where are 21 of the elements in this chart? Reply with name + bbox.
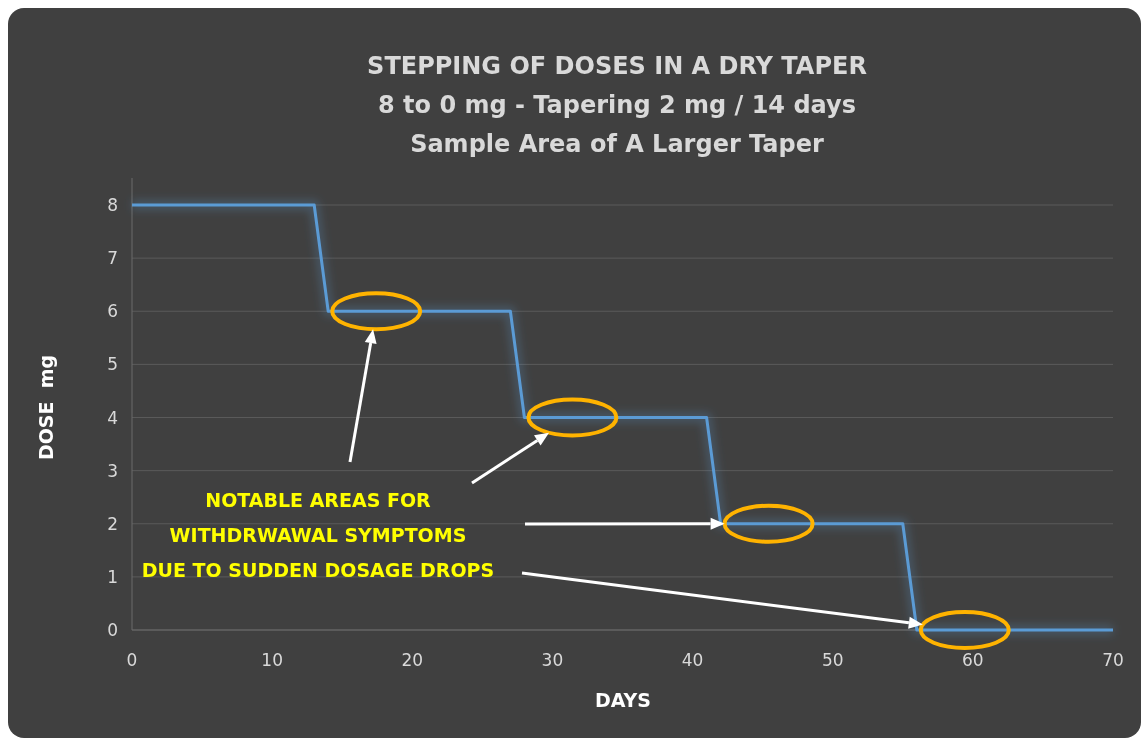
y-tick-label: 0 bbox=[107, 620, 118, 640]
y-axis-title: DOSE mg bbox=[35, 354, 57, 461]
y-tick-label: 3 bbox=[107, 460, 118, 481]
x-tick-label: 70 bbox=[1102, 650, 1124, 670]
y-tick-label: 7 bbox=[107, 248, 118, 269]
x-tick-label: 10 bbox=[261, 650, 283, 670]
y-tick-label: 4 bbox=[107, 407, 118, 428]
annotation: NOTABLE AREAS FOR WITHDRWAWAL SYMPTOMS DUE TO SUDDEN DOSAGE DROPS bbox=[141, 489, 495, 581]
x-tick-label: 20 bbox=[401, 650, 424, 670]
y-tick-label: 1 bbox=[107, 566, 118, 587]
x-tick-label: 50 bbox=[821, 650, 844, 670]
y-tick-label: 6 bbox=[107, 301, 118, 322]
y-tick-label: 8 bbox=[107, 195, 118, 215]
x-tick-label: 0 bbox=[126, 650, 138, 670]
y-tick-label: 2 bbox=[107, 513, 118, 534]
x-tick-label: 60 bbox=[962, 650, 984, 670]
y-tick-label: 5 bbox=[107, 354, 118, 375]
x-tick-label: 30 bbox=[541, 650, 564, 670]
x-tick-label: 40 bbox=[681, 650, 704, 670]
chart-title: STEPPING OF DOSES IN A DRY TAPER 8 to 0 mg - Tapering 2 mg / 14 days Sample Area of A Larger Taper bbox=[367, 52, 867, 158]
x-axis-title: DAYS bbox=[594, 689, 652, 711]
